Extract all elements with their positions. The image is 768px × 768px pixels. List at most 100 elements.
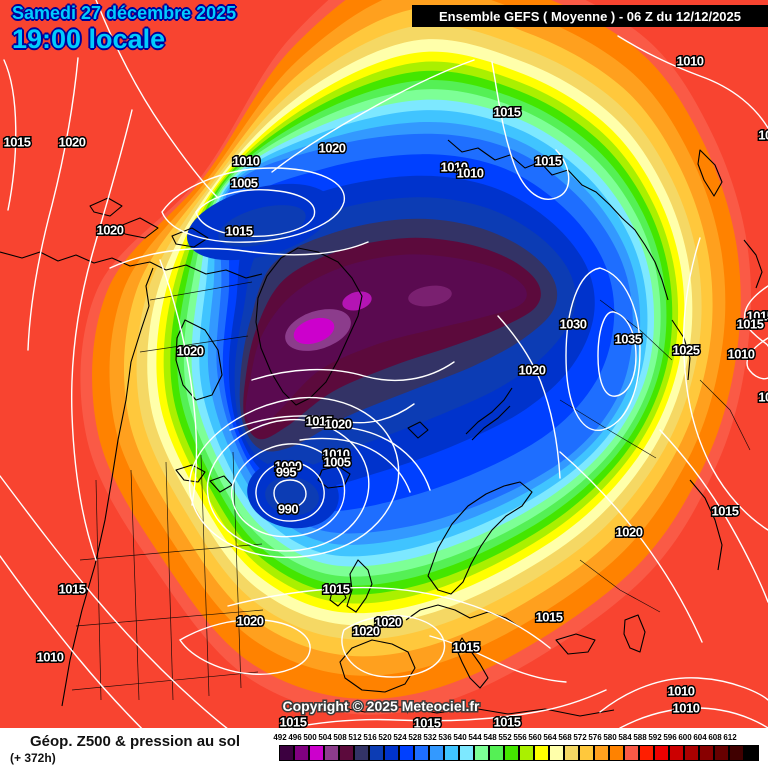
scale-swatch (534, 745, 549, 761)
forecast-lead-time: (+ 372h) (10, 751, 56, 765)
scale-swatch (279, 745, 294, 761)
pressure-label: 1005 (324, 455, 351, 470)
scale-swatch (579, 745, 594, 761)
scale-tick-label: 544 (468, 733, 482, 742)
scale-swatch (729, 745, 744, 761)
pressure-label: 1010 (668, 684, 695, 699)
pressure-label: 1020 (237, 614, 264, 629)
copyright-watermark: Copyright © 2025 Meteociel.fr (282, 698, 480, 714)
pressure-label: 10 (758, 128, 768, 143)
pressure-label: 1020 (59, 135, 86, 150)
scale-tick-label: 516 (363, 733, 377, 742)
scale-tick-label: 580 (603, 733, 617, 742)
scale-tick-label: 556 (513, 733, 527, 742)
scale-swatch (369, 745, 384, 761)
pressure-label: 1020 (616, 525, 643, 540)
scale-swatch (309, 745, 324, 761)
scale-swatch (414, 745, 429, 761)
scale-swatch (504, 745, 519, 761)
pressure-label: 1015 (494, 715, 521, 729)
scale-swatch (744, 745, 759, 761)
scale-swatch (384, 745, 399, 761)
pressure-label: 1010 (673, 701, 700, 716)
scale-swatch (594, 745, 609, 761)
scale-swatch (339, 745, 354, 761)
pressure-label: 1015 (414, 716, 441, 729)
scale-tick-label: 592 (648, 733, 662, 742)
geopotential-pressure-map: 1015 102010201020101010051015102010151010… (0, 0, 768, 728)
scale-tick-label: 536 (438, 733, 452, 742)
scale-tick-label: 540 (453, 733, 467, 742)
pressure-label: 1015 (737, 317, 764, 332)
political-borders (71, 281, 751, 701)
scale-tick-label: 576 (588, 733, 602, 742)
pressure-label: 995 (276, 465, 296, 480)
pressure-label: 1010 (233, 154, 260, 169)
pressure-label: 1020 (97, 223, 124, 238)
pressure-label: 1015 (59, 582, 86, 597)
scale-tick-label: 584 (618, 733, 632, 742)
scale-tick-label: 560 (528, 733, 542, 742)
scale-swatch (699, 745, 714, 761)
pressure-label: 1020 (375, 615, 402, 630)
scale-swatch (444, 745, 459, 761)
scale-swatch (519, 745, 534, 761)
scale-tick-label: 492 (273, 733, 287, 742)
pressure-label: 1035 (615, 332, 642, 347)
pressure-label: 1020 (319, 141, 346, 156)
scale-swatch (624, 745, 639, 761)
model-run-banner: Ensemble GEFS ( Moyenne ) - 06 Z du 12/1… (412, 5, 768, 27)
scale-swatch (654, 745, 669, 761)
scale-tick-label: 500 (303, 733, 317, 742)
pressure-label: 1010 (37, 650, 64, 665)
scale-tick-label: 608 (708, 733, 722, 742)
scale-swatch (684, 745, 699, 761)
pressure-label: 1015 (535, 154, 562, 169)
scale-tick-label: 504 (318, 733, 332, 742)
pressure-label: 1015 (280, 715, 307, 729)
scale-tick-label: 604 (693, 733, 707, 742)
scale-swatch (639, 745, 654, 761)
pressure-label: 1015 (453, 640, 480, 655)
scale-tick-label: 612 (723, 733, 737, 742)
model-run-label: Ensemble GEFS ( Moyenne ) - 06 Z du 12/1… (439, 8, 741, 24)
pressure-label: 1005 (231, 176, 258, 191)
scale-swatch (489, 745, 504, 761)
scale-swatch (474, 745, 489, 761)
map-parameter-title: Géop. Z500 & pression au sol (30, 733, 241, 750)
scale-tick-label: 520 (378, 733, 392, 742)
pressure-label: 1015 (323, 582, 350, 597)
pressure-label: 1015 (494, 105, 521, 120)
scale-swatch (549, 745, 564, 761)
pressure-labels: 1015 102010201020101010051015102010151010… (2, 52, 768, 729)
pressure-label: 1020 (325, 417, 352, 432)
pressure-label: 1010 (441, 160, 468, 175)
pressure-label: 990 (278, 502, 298, 517)
scale-tick-label: 568 (558, 733, 572, 742)
scale-tick-label: 508 (333, 733, 347, 742)
pressure-label: 1020 (519, 363, 546, 378)
pressure-label: 1010 (677, 54, 704, 69)
pressure-label: 1015 (712, 504, 739, 519)
scale-tick-label: 548 (483, 733, 497, 742)
pressure-label: 1010 (728, 347, 755, 362)
pressure-label: 1020 (177, 344, 204, 359)
scale-swatch (429, 745, 444, 761)
pressure-label: 1010 (323, 447, 350, 462)
scale-swatch (459, 745, 474, 761)
scale-tick-label: 572 (573, 733, 587, 742)
pressure-label: 1015 (4, 135, 31, 150)
scale-tick-label: 564 (543, 733, 557, 742)
scale-swatch (324, 745, 339, 761)
scale-tick-label: 532 (423, 733, 437, 742)
scale-tick-label: 524 (393, 733, 407, 742)
scale-swatch (609, 745, 624, 761)
scale-tick-label: 596 (663, 733, 677, 742)
scale-tick-label: 512 (348, 733, 362, 742)
scale-swatch (399, 745, 414, 761)
scale-tick-label: 528 (408, 733, 422, 742)
pressure-label: 1015 (536, 610, 563, 625)
pressure-label: 1000 (275, 459, 302, 474)
pressure-label: 1015 (747, 309, 768, 324)
